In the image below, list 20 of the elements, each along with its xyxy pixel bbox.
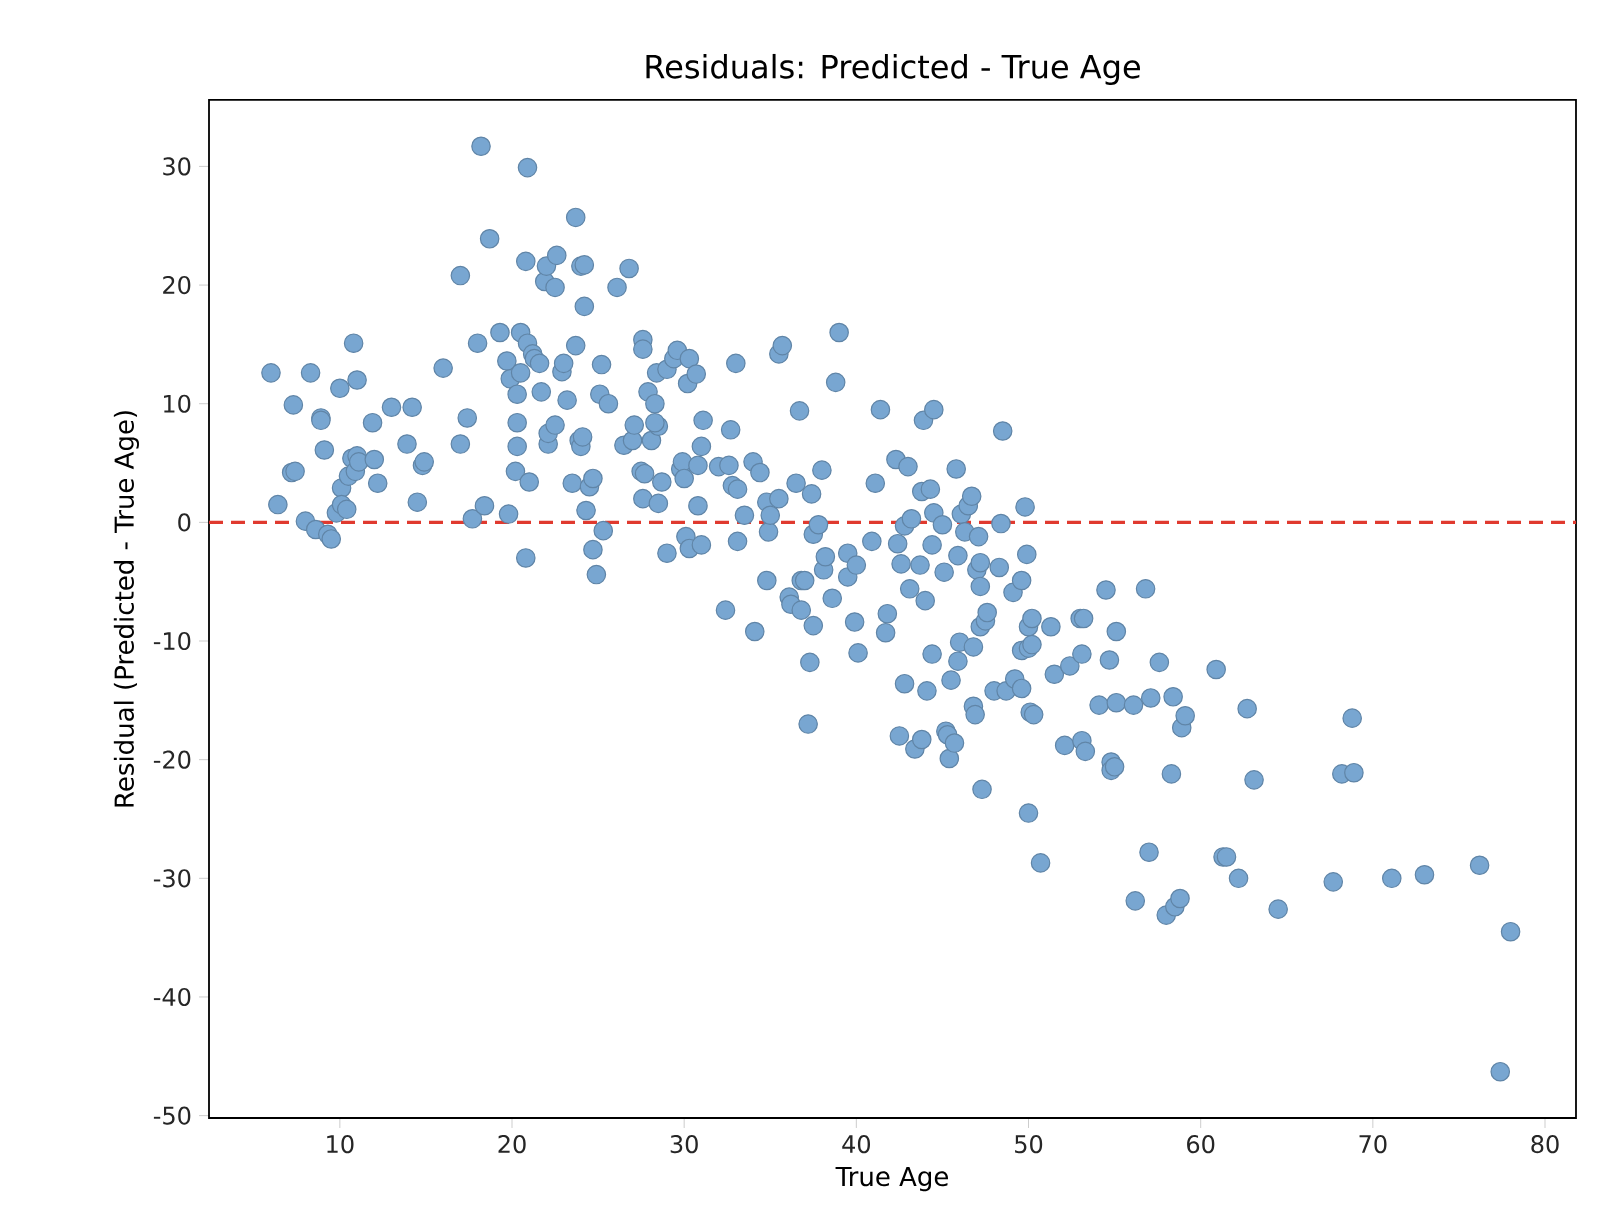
y-tick-label: -10 xyxy=(153,631,191,651)
x-tick-label: 60 xyxy=(1187,1135,1215,1154)
x-tick-label: 70 xyxy=(1359,1135,1387,1154)
y-tick-label: -50 xyxy=(153,1106,191,1125)
y-tick-label: 0 xyxy=(178,513,191,532)
y-tick-label: -40 xyxy=(153,987,191,1007)
y-tick-label: 10 xyxy=(164,394,191,413)
x-axis-title: True Age xyxy=(835,1166,948,1192)
y-tick-label: -30 xyxy=(153,869,191,888)
x-tick-label: 40 xyxy=(842,1135,871,1154)
x-tick-label: 50 xyxy=(1015,1135,1043,1154)
x-tick-label: 30 xyxy=(670,1135,698,1154)
x-tick-label: 10 xyxy=(327,1135,354,1154)
y-axis-title: Residual (Predicted - True Age) xyxy=(113,411,139,807)
x-tick-label: 20 xyxy=(498,1135,526,1154)
x-tick-label: 80 xyxy=(1531,1135,1559,1154)
y-tick-label: 30 xyxy=(163,157,191,176)
y-tick-label: 20 xyxy=(163,275,191,295)
y-tick-label: -20 xyxy=(153,750,191,769)
chart-title: Residuals: Predicted - True Age xyxy=(646,53,1140,85)
